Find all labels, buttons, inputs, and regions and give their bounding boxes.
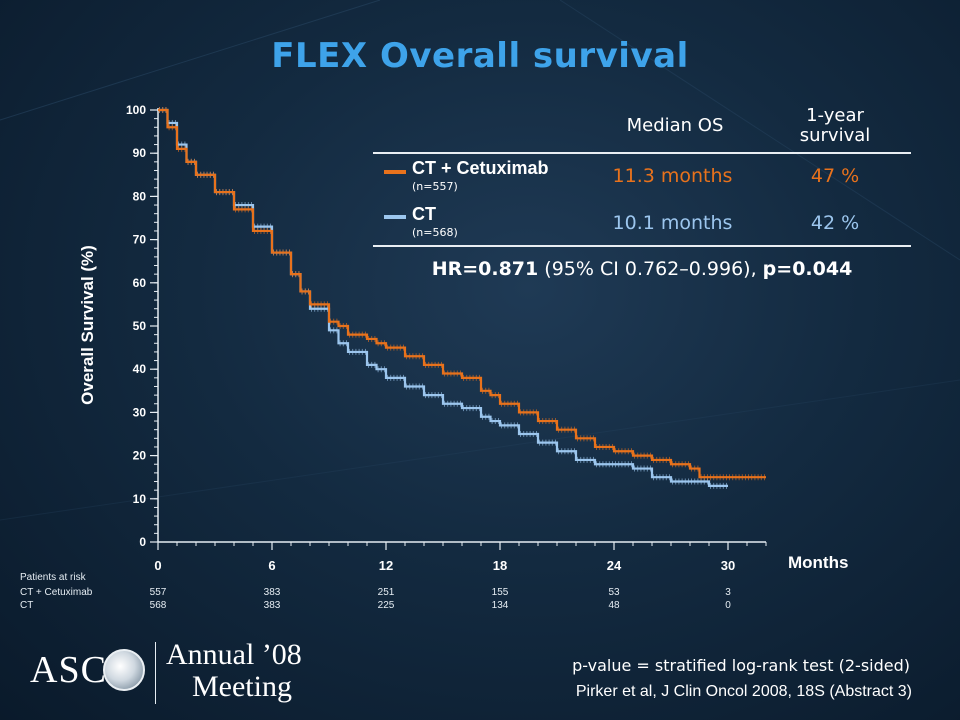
legend-n-ct: (n=568) — [412, 226, 458, 239]
y-tick-label: 50 — [133, 319, 147, 333]
risk-value-ct: 0 — [725, 600, 731, 611]
one-year-header-line2: survival — [799, 125, 871, 146]
citation: Pirker et al, J Clin Oncol 2008, 18S (Ab… — [575, 683, 912, 700]
x-tick-label: 30 — [721, 558, 735, 573]
median-os-header: Median OS — [626, 115, 724, 136]
x-tick-label: 18 — [493, 558, 507, 573]
one-year-ct: 42 % — [810, 212, 860, 234]
risk-table-header: Patients at risk — [20, 572, 86, 583]
hazard-ratio-line: HR=0.871 (95% CI 0.762–0.996), p=0.044 — [373, 258, 911, 280]
x-tick-label: 12 — [379, 558, 393, 573]
survival-curve-cetuximab — [158, 108, 766, 479]
legend-swatch-ct — [384, 215, 406, 219]
y-tick-label: 100 — [126, 103, 146, 117]
risk-value-cetuximab: 383 — [263, 587, 281, 598]
asco-logo-text: ASC — [30, 649, 107, 691]
median-os-cetuximab: 11.3 months — [612, 165, 733, 187]
risk-value-ct: 134 — [491, 600, 509, 611]
risk-value-cetuximab: 53 — [608, 587, 620, 598]
risk-value-cetuximab: 251 — [377, 587, 395, 598]
risk-value-cetuximab: 557 — [149, 587, 167, 598]
y-tick-label: 60 — [133, 276, 147, 290]
y-tick-label: 40 — [133, 362, 147, 376]
legend-swatch-cetuximab — [384, 170, 406, 174]
hazard-ratio-ci: (95% CI 0.762–0.996), — [538, 258, 763, 280]
y-tick-label: 80 — [133, 189, 147, 203]
table-top-rule — [373, 152, 911, 154]
risk-value-cetuximab: 3 — [725, 587, 731, 598]
x-tick-label: 0 — [154, 558, 161, 573]
annual-meeting-label: Meeting — [192, 670, 292, 703]
one-year-cetuximab: 47 % — [810, 165, 860, 187]
x-tick-label: 24 — [607, 558, 622, 573]
y-tick-label: 10 — [133, 492, 147, 506]
logo-divider — [155, 642, 156, 704]
y-tick-label: 20 — [133, 449, 147, 463]
page-title: FLEX Overall survival — [271, 36, 689, 76]
legend-n-cetuximab: (n=557) — [412, 180, 458, 193]
y-tick-label: 90 — [133, 146, 147, 160]
y-tick-label: 70 — [133, 233, 147, 247]
pvalue-note: p-value = stratified log-rank test (2-si… — [572, 656, 910, 675]
risk-row-label-cetuximab: CT + Cetuximab — [20, 587, 93, 598]
asco-globe-icon — [103, 649, 145, 691]
median-os-ct: 10.1 months — [612, 212, 733, 234]
x-axis-title: Months — [788, 553, 849, 572]
annual-meeting-year: Annual ’08 — [166, 638, 302, 671]
legend-label-ct: CT — [412, 204, 436, 224]
x-tick-label: 6 — [268, 558, 275, 573]
table-bottom-rule — [373, 245, 911, 247]
hazard-ratio-p: p=0.044 — [762, 258, 853, 280]
one-year-header-line1: 1-year — [806, 105, 864, 126]
risk-value-ct: 568 — [149, 600, 167, 611]
risk-row-label-ct: CT — [20, 600, 34, 611]
risk-value-ct: 48 — [608, 600, 620, 611]
hazard-ratio-value: HR=0.871 — [431, 258, 539, 280]
one-year-header: 1-year survival — [780, 106, 890, 146]
y-tick-label: 0 — [139, 535, 146, 549]
y-tick-label: 30 — [133, 405, 147, 419]
risk-value-cetuximab: 155 — [491, 587, 509, 598]
risk-value-ct: 225 — [377, 600, 395, 611]
legend-label-cetuximab: CT + Cetuximab — [412, 158, 549, 178]
risk-value-ct: 383 — [263, 600, 281, 611]
y-axis-title: Overall Survival (%) — [78, 245, 97, 405]
